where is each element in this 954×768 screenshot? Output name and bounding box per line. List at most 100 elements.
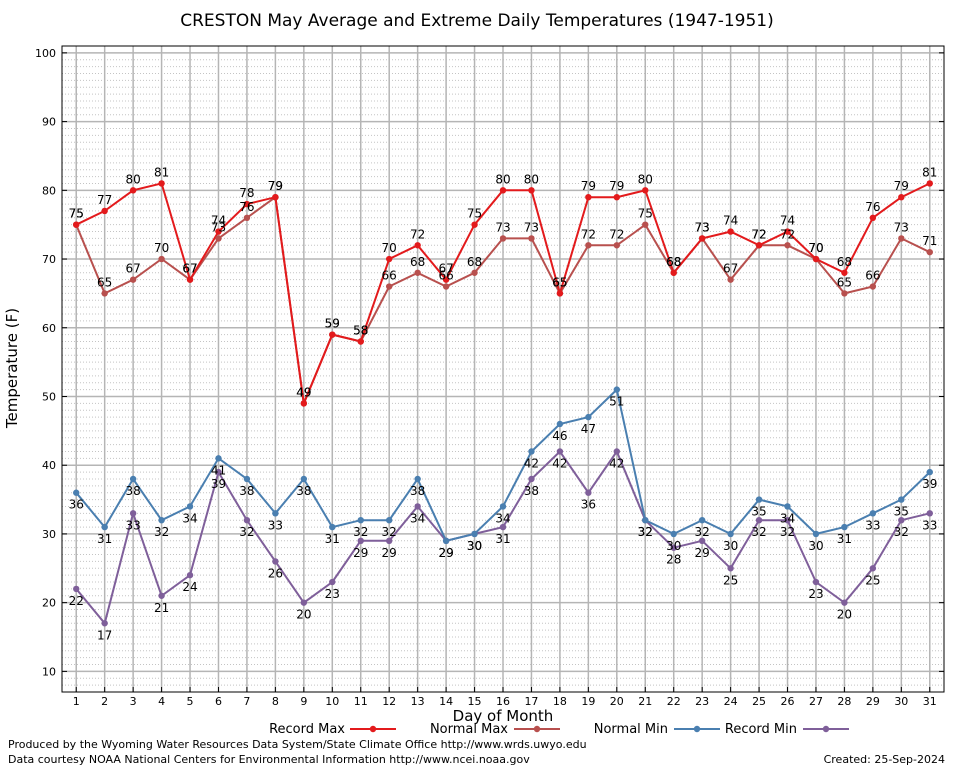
legend-label: Record Min <box>725 722 797 737</box>
data-label: 38 <box>296 484 311 498</box>
data-label: 72 <box>751 227 766 241</box>
data-point <box>642 516 649 524</box>
data-label: 73 <box>894 220 909 234</box>
legend-label: Normal Min <box>594 722 668 737</box>
x-tick-label: 15 <box>468 695 482 708</box>
data-point <box>784 503 791 510</box>
data-point <box>642 187 649 194</box>
data-label: 68 <box>410 255 425 269</box>
data-label: 79 <box>609 179 624 193</box>
data-point <box>357 537 364 545</box>
data-point <box>471 221 478 228</box>
data-label: 75 <box>69 207 84 221</box>
data-label: 23 <box>325 587 340 601</box>
data-point <box>898 235 905 242</box>
y-tick-label: 90 <box>42 116 56 129</box>
data-label: 72 <box>780 227 795 241</box>
data-label: 39 <box>922 477 937 491</box>
data-label: 34 <box>410 511 425 525</box>
data-point <box>414 503 421 510</box>
data-point <box>528 475 535 483</box>
data-label: 68 <box>666 255 681 269</box>
data-label: 32 <box>695 525 710 539</box>
data-label: 68 <box>467 255 482 269</box>
data-point <box>755 242 763 249</box>
data-point <box>300 599 308 606</box>
data-point <box>528 448 535 455</box>
data-point <box>158 255 165 263</box>
x-tick-label: 30 <box>894 695 908 708</box>
data-label: 32 <box>638 525 653 539</box>
data-label: 32 <box>638 525 653 539</box>
x-tick-label: 5 <box>187 695 194 708</box>
data-label: 23 <box>808 587 823 601</box>
data-point <box>129 510 137 517</box>
legend-marker <box>693 725 701 733</box>
y-tick-label: 30 <box>42 528 56 541</box>
data-point <box>812 530 820 538</box>
data-label: 28 <box>666 553 681 567</box>
data-label: 29 <box>695 546 710 560</box>
data-point <box>101 620 108 627</box>
data-point <box>442 537 450 545</box>
data-label: 35 <box>751 505 766 519</box>
data-label: 38 <box>410 484 425 498</box>
data-point <box>329 578 336 586</box>
data-label: 20 <box>296 608 311 622</box>
data-point <box>158 592 165 599</box>
data-point <box>129 475 137 483</box>
data-label: 66 <box>865 269 880 283</box>
data-point <box>471 530 478 538</box>
data-label: 33 <box>922 518 937 532</box>
x-tick-label: 26 <box>781 695 795 708</box>
x-tick-label: 21 <box>638 695 652 708</box>
data-label: 31 <box>97 532 112 546</box>
data-point <box>101 523 108 531</box>
data-point <box>926 510 933 517</box>
data-point <box>642 221 649 228</box>
data-label: 67 <box>438 262 453 276</box>
data-label: 72 <box>609 227 624 241</box>
data-label: 72 <box>410 227 425 241</box>
x-tick-label: 28 <box>837 695 851 708</box>
data-label: 80 <box>638 172 653 186</box>
x-tick-label: 13 <box>411 695 425 708</box>
data-point <box>727 530 734 538</box>
data-point <box>898 496 905 503</box>
y-tick-label: 40 <box>42 459 56 472</box>
data-label: 74 <box>211 214 226 228</box>
data-label: 29 <box>353 546 368 560</box>
data-point <box>755 516 763 524</box>
data-label: 47 <box>581 422 596 436</box>
data-point <box>528 235 535 242</box>
y-tick-label: 50 <box>42 390 56 403</box>
y-tick-label: 80 <box>42 184 56 197</box>
data-label: 46 <box>552 429 567 443</box>
data-point <box>613 193 621 201</box>
data-label: 34 <box>780 511 795 525</box>
data-label: 42 <box>552 456 567 470</box>
data-point <box>272 193 279 201</box>
data-point <box>499 503 507 510</box>
x-tick-label: 6 <box>215 695 222 708</box>
x-tick-label: 23 <box>695 695 709 708</box>
data-point <box>812 255 820 263</box>
data-point <box>300 400 308 407</box>
x-tick-label: 18 <box>553 695 567 708</box>
data-point <box>528 187 535 194</box>
footer-credit: Produced by the Wyoming Water Resources … <box>8 738 587 751</box>
y-tick-label: 100 <box>35 47 56 60</box>
data-label: 67 <box>125 262 140 276</box>
data-label: 65 <box>552 275 567 289</box>
data-label: 74 <box>780 214 795 228</box>
data-point <box>243 214 251 222</box>
data-label: 32 <box>353 525 368 539</box>
data-point <box>926 468 933 476</box>
data-point <box>329 331 336 338</box>
data-label: 41 <box>211 463 226 477</box>
data-label: 67 <box>182 262 197 276</box>
data-label: 30 <box>723 539 738 553</box>
data-label: 30 <box>666 539 681 553</box>
data-label: 17 <box>97 628 112 642</box>
